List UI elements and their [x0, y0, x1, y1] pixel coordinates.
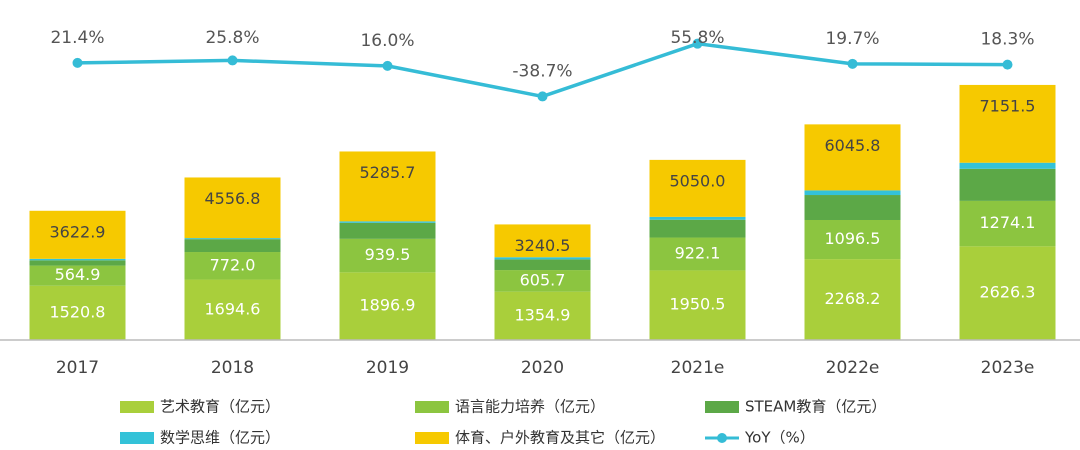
legend-swatch [705, 401, 739, 413]
total-label: 3622.9 [50, 222, 106, 241]
segment-label: 564.9 [55, 265, 101, 284]
bar-segment [649, 237, 746, 271]
x-tick-label: 2017 [56, 358, 99, 378]
x-tick-label: 2023e [981, 358, 1035, 378]
bar-segment [339, 272, 436, 340]
bar-segment [29, 265, 126, 286]
segment-label: 605.7 [520, 270, 566, 289]
x-tick-label: 2019 [366, 358, 409, 378]
bar-segment [804, 124, 901, 191]
yoy-point [847, 58, 858, 69]
total-label: 3240.5 [515, 236, 571, 255]
bar-segment [184, 279, 281, 340]
segment-label: 1354.9 [515, 305, 571, 324]
legend-swatch [120, 432, 154, 444]
bar-segment [804, 195, 901, 220]
yoy-label: 19.7% [825, 29, 879, 49]
segment-label: 1694.6 [205, 299, 261, 318]
bar-segment [649, 159, 746, 217]
legend-swatch [415, 432, 449, 444]
yoy-label: 21.4% [50, 28, 104, 48]
bar-segment [959, 162, 1056, 169]
total-label: 5050.0 [670, 171, 726, 190]
segment-label: 2626.3 [980, 283, 1036, 302]
bar-segment [804, 190, 901, 196]
segment-label: 1096.5 [825, 229, 881, 248]
segment-label: 1950.5 [670, 295, 726, 314]
yoy-point [72, 57, 83, 68]
yoy-label: 55.8% [670, 28, 724, 48]
bar-segment [339, 221, 436, 223]
segment-label: 939.5 [365, 245, 411, 264]
bar-segment [494, 270, 591, 292]
bar-segment [184, 177, 281, 239]
segment-label: 1520.8 [50, 302, 106, 321]
bar-segment [494, 259, 591, 271]
segment-label: 772.0 [210, 255, 256, 274]
legend-label: YoY（%） [744, 429, 815, 447]
bar-segment [494, 291, 591, 340]
x-tick-label: 2022e [826, 358, 880, 378]
bar-segment [339, 222, 436, 239]
segment-label: 1896.9 [360, 296, 416, 315]
bar-segment [804, 259, 901, 340]
x-tick-label: 2021e [671, 358, 725, 378]
bar-segment [804, 219, 901, 260]
yoy-point [692, 38, 703, 49]
legend-dot [717, 433, 727, 443]
segment-label: 922.1 [675, 243, 721, 262]
legend-swatch [415, 401, 449, 413]
bar-segment [29, 285, 126, 340]
legend-label: 艺术教育（亿元） [160, 398, 280, 416]
bar-segment [959, 84, 1056, 163]
yoy-label: 25.8% [205, 28, 259, 48]
bar-segment [184, 238, 281, 240]
segment-label: 1274.1 [980, 213, 1036, 232]
yoy-point [1002, 59, 1013, 70]
yoy-point [537, 91, 548, 102]
bar-segment [184, 239, 281, 253]
total-label: 7151.5 [980, 96, 1036, 115]
bar-segment [29, 260, 126, 266]
legend-swatch [120, 401, 154, 413]
bar-segment [184, 252, 281, 280]
bar-segment [29, 258, 126, 261]
yoy-label: 16.0% [360, 31, 414, 51]
legend-label: 体育、户外教育及其它（亿元） [455, 429, 665, 447]
bar-segment [339, 238, 436, 273]
total-label: 6045.8 [825, 136, 881, 155]
legend-label: 语言能力培养（亿元） [455, 398, 605, 416]
bar-segment [29, 210, 126, 259]
x-tick-label: 2018 [211, 358, 254, 378]
legend-label: 数学思维（亿元） [160, 429, 280, 447]
yoy-point [382, 60, 393, 71]
bar-segment [649, 219, 746, 238]
bar-segment [494, 257, 591, 260]
yoy-label: 18.3% [980, 30, 1034, 50]
segment-label: 2268.2 [825, 289, 881, 308]
bar-segment [339, 151, 436, 222]
bar-segment [959, 246, 1056, 340]
yoy-label: -38.7% [512, 61, 572, 81]
bar-segment [494, 224, 591, 258]
bar-segment [959, 200, 1056, 247]
x-tick-label: 2020 [521, 358, 564, 378]
bar-segment [959, 168, 1056, 201]
total-label: 5285.7 [360, 163, 416, 182]
total-label: 4556.8 [205, 189, 261, 208]
bar-segment [649, 270, 746, 340]
legend-label: STEAM教育（亿元） [745, 398, 886, 416]
yoy-point [227, 55, 238, 66]
bar-segment [649, 216, 746, 220]
